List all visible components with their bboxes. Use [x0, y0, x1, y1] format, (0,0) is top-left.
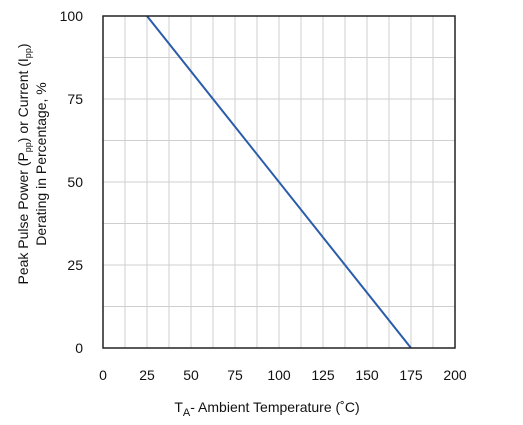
- x-tick-labels: 0 25 50 75 100 125 150 175 200: [99, 367, 467, 383]
- x-tick-label: 75: [227, 367, 243, 383]
- x-tick-label: 25: [139, 367, 155, 383]
- y-axis-label-sub2: pp: [23, 48, 33, 58]
- y-tick-label: 75: [67, 91, 83, 107]
- x-tick-label: 50: [183, 367, 199, 383]
- y-axis-label-pre: Peak Pulse Power (P: [15, 152, 31, 284]
- grid-lines: [103, 16, 455, 348]
- y-axis-label-sub1: pp: [23, 142, 33, 152]
- x-tick-label: 175: [399, 367, 423, 383]
- x-tick-label: 200: [443, 367, 467, 383]
- y-axis-label-line1: Peak Pulse Power (Ppp) or Current (Ipp): [15, 43, 33, 284]
- y-axis-label-post: ): [15, 43, 31, 48]
- y-tick-label: 0: [75, 340, 83, 356]
- x-tick-label: 125: [311, 367, 335, 383]
- x-tick-label: 100: [267, 367, 291, 383]
- series-layer: [146, 15, 412, 349]
- x-axis-label-sub: A: [183, 407, 191, 419]
- series-line: [146, 15, 412, 349]
- y-tick-label: 100: [60, 8, 84, 24]
- x-tick-label: 0: [99, 367, 107, 383]
- x-axis-label: TA- Ambient Temperature (˚C): [174, 399, 359, 419]
- plot-frame: [102, 15, 456, 349]
- y-tick-label: 25: [67, 257, 83, 273]
- x-axis-label-rest: - Ambient Temperature (˚C): [190, 399, 359, 415]
- y-axis-label: Peak Pulse Power (Ppp) or Current (Ipp) …: [15, 43, 49, 284]
- y-axis-label-line2: Derating in Percentage, %: [33, 82, 49, 245]
- y-tick-label: 50: [67, 174, 83, 190]
- x-axis-label-main: T: [174, 399, 183, 415]
- y-axis-label-mid: ) or Current (I: [15, 58, 31, 142]
- x-tick-label: 150: [355, 367, 379, 383]
- y-tick-labels: 0 25 50 75 100: [60, 8, 84, 356]
